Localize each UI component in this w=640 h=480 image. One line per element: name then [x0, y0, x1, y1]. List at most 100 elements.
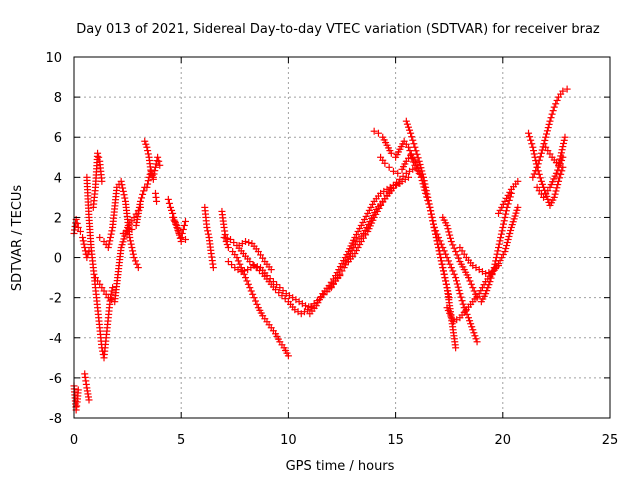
data-point	[230, 239, 238, 247]
data-point	[496, 237, 504, 245]
data-point	[356, 224, 364, 232]
data-point	[175, 231, 183, 239]
data-point	[94, 149, 102, 157]
data-point	[389, 167, 397, 175]
data-point	[79, 237, 87, 245]
data-point	[98, 177, 106, 185]
data-point	[104, 244, 112, 252]
data-point	[222, 238, 230, 246]
data-point	[554, 166, 562, 174]
data-point	[452, 344, 460, 352]
data-point	[246, 258, 254, 266]
data-point	[155, 157, 163, 165]
data-point	[133, 260, 141, 268]
data-point	[180, 221, 188, 229]
data-point	[477, 287, 485, 295]
data-point	[375, 204, 383, 212]
data-point	[496, 257, 504, 265]
data-point	[507, 226, 515, 234]
data-point	[284, 352, 292, 360]
data-point	[495, 244, 503, 252]
data-point	[550, 193, 558, 201]
data-point	[385, 163, 393, 171]
data-point	[252, 297, 260, 305]
data-point	[143, 143, 151, 151]
data-point	[410, 140, 418, 148]
data-point	[96, 234, 104, 241]
data-point	[445, 228, 453, 236]
data-point	[351, 250, 359, 258]
data-point	[304, 306, 312, 314]
data-point	[108, 287, 116, 295]
data-point	[453, 251, 461, 259]
data-point	[253, 263, 261, 271]
data-point	[369, 200, 377, 208]
y-axis: -8 -6 -4 -2 0 2 4 6 8 10	[45, 51, 610, 427]
y-tick-label: 2	[54, 211, 62, 226]
data-point	[305, 303, 313, 311]
data-point	[553, 96, 561, 104]
data-point	[173, 221, 181, 229]
data-point	[224, 258, 232, 266]
data-point	[464, 314, 472, 322]
data-point	[557, 152, 565, 160]
data-point	[530, 150, 538, 158]
data-point	[478, 284, 486, 292]
y-tick-label: -6	[49, 372, 62, 387]
data-point	[501, 197, 509, 205]
data-point	[503, 194, 511, 202]
data-point	[544, 195, 552, 203]
data-point	[131, 257, 139, 265]
data-point	[501, 213, 509, 221]
data-point	[409, 158, 417, 166]
data-point	[548, 110, 556, 118]
data-point	[352, 230, 360, 238]
data-point	[164, 195, 172, 203]
data-point	[76, 227, 84, 235]
data-point	[126, 234, 134, 241]
data-point	[471, 332, 479, 340]
data-point	[443, 221, 451, 229]
data-point	[373, 207, 381, 215]
data-point	[220, 234, 228, 241]
data-point	[118, 181, 126, 189]
data-point	[475, 290, 483, 298]
data-point	[559, 143, 567, 151]
data-point	[502, 210, 510, 218]
data-point	[549, 107, 557, 115]
data-point	[204, 227, 212, 235]
data-point	[514, 177, 522, 185]
data-point	[563, 85, 571, 93]
data-point	[128, 244, 136, 252]
data-point	[181, 217, 189, 225]
data-point	[175, 228, 183, 236]
data-point	[336, 263, 344, 271]
data-point	[151, 163, 159, 171]
data-point	[404, 143, 412, 151]
data-point	[558, 146, 566, 154]
data-point	[223, 235, 231, 243]
data-point	[450, 270, 458, 278]
data-point	[109, 284, 117, 292]
data-point	[467, 280, 475, 288]
data-point	[552, 169, 560, 177]
data-point	[269, 278, 277, 286]
data-point	[469, 284, 477, 292]
data-point	[498, 227, 506, 235]
data-point	[453, 280, 461, 288]
data-point	[542, 133, 550, 141]
data-point	[129, 247, 137, 255]
data-point	[505, 232, 513, 240]
data-point	[473, 338, 481, 346]
data-point	[263, 272, 271, 280]
x-tick-label: 10	[280, 433, 297, 448]
data-point	[74, 223, 82, 231]
data-point	[557, 170, 565, 178]
data-point	[450, 244, 458, 252]
data-point	[532, 167, 540, 175]
data-point	[456, 290, 464, 298]
data-point	[541, 136, 549, 144]
data-point	[536, 174, 544, 182]
data-point	[242, 274, 250, 282]
data-point	[540, 183, 548, 191]
